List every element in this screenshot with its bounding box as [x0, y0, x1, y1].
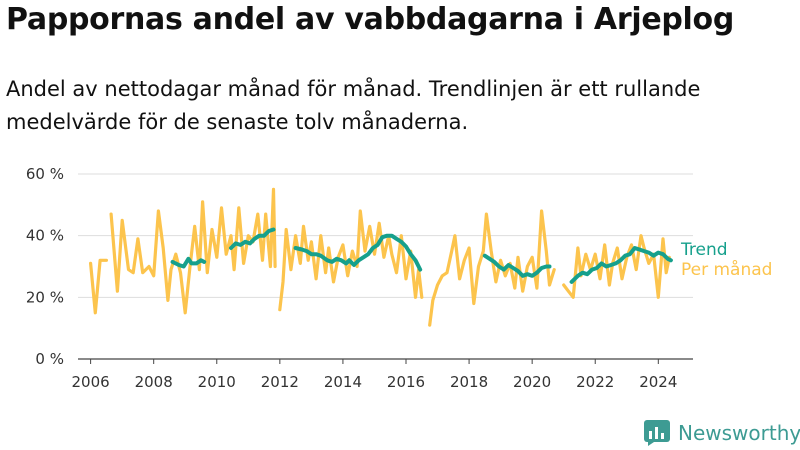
x-tick-label: 2022 — [576, 373, 614, 391]
y-tick-label: 20 % — [26, 288, 64, 306]
y-tick-label: 0 % — [35, 350, 64, 368]
y-tick-label: 40 % — [26, 227, 64, 245]
legend-per-manad: Per månad — [681, 259, 772, 280]
newsworthy-brand: Newsworthy — [644, 420, 800, 446]
x-tick-label: 2012 — [261, 373, 299, 391]
x-tick-label: 2024 — [639, 373, 677, 391]
x-tick-label: 2018 — [450, 373, 488, 391]
newsworthy-logo-icon — [644, 420, 670, 446]
chart-title: Pappornas andel av vabbdagarna i Arjeplo… — [6, 2, 735, 37]
x-tick-label: 2014 — [324, 373, 362, 391]
trend-line-segment — [293, 233, 423, 272]
monthly-line-segment — [562, 234, 671, 299]
chart-subtitle: Andel av nettodagar månad för månad. Tre… — [6, 77, 701, 134]
x-tick-label: 2006 — [72, 373, 110, 391]
legend-trend: Trend — [680, 240, 728, 260]
y-axis: 0 % 20 % 40 % 60 % — [26, 165, 64, 368]
x-axis: 2006 2008 2010 2012 2014 2016 2018 2020 2022 2024 — [72, 359, 677, 391]
trend-line-segment — [170, 256, 207, 269]
plot-lines — [89, 187, 673, 327]
monthly-line-segment — [109, 187, 277, 315]
monthly-line-segment — [428, 209, 556, 327]
x-tick-label: 2008 — [135, 373, 173, 391]
x-tick-label: 2020 — [513, 373, 551, 391]
x-tick-label: 2010 — [198, 373, 236, 391]
trend-line-segment — [569, 246, 673, 284]
newsworthy-brand-name: Newsworthy — [678, 421, 800, 445]
x-tick-label: 2016 — [387, 373, 425, 391]
trend-line-segment — [482, 253, 552, 278]
trend-line-segment — [229, 227, 276, 250]
y-tick-label: 60 % — [26, 165, 64, 183]
monthly-line-segment — [89, 258, 108, 315]
